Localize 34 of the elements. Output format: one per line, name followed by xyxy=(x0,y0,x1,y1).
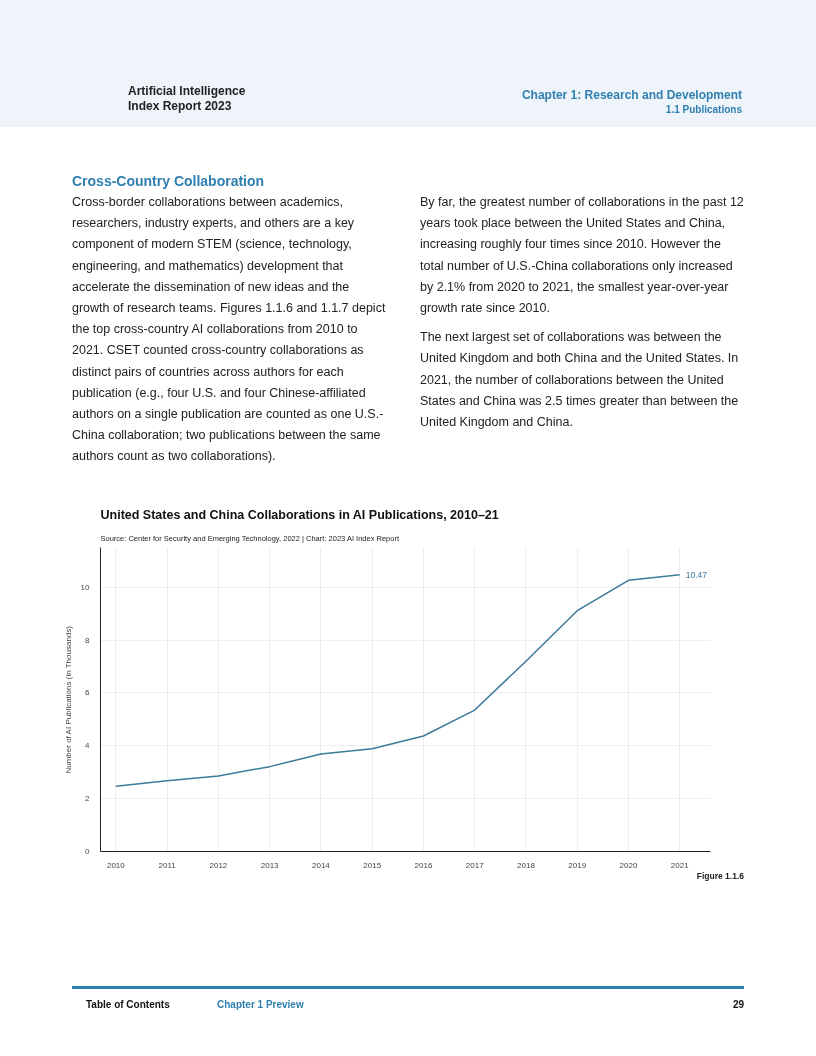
y-axis-title: Number of AI Publications (in Thousands) xyxy=(63,625,73,774)
text: Cross-Country Collaboration xyxy=(72,172,265,191)
x-tick-label: 2013 xyxy=(260,860,280,870)
x-tick-label: 2015 xyxy=(363,860,382,870)
x-tick-label: 2011 xyxy=(158,860,177,870)
y-tick-label: 6 xyxy=(85,688,91,698)
y-tick-label: 2 xyxy=(85,794,91,804)
y-tick-label: 10 xyxy=(80,582,91,592)
x-tick-label: 2012 xyxy=(209,860,228,870)
x-tick-label: 2016 xyxy=(414,860,433,870)
x-tick-label: 2010 xyxy=(106,860,126,870)
x-tick-label: 2021 xyxy=(670,860,690,870)
y-tick-label: 0 xyxy=(85,847,91,856)
x-tick-label: 2014 xyxy=(312,860,331,870)
x-tick-label: 2020 xyxy=(619,860,638,870)
y-tick-label: 4 xyxy=(85,741,91,751)
text: Table of Contents xyxy=(86,998,170,1012)
y-tick-label: 8 xyxy=(85,635,91,645)
chart-title: United States and China Collaborations in AI Publications, 2010–21 xyxy=(100,507,499,522)
data-label: 10.47 xyxy=(685,569,708,580)
x-tick-label: 2017 xyxy=(465,860,485,870)
text: By far, the greatest number of collaborations in the past 12 years took place between the United States and China, increasing roughly four times since 2010. However the total number of U.S.-China collaborations only increased by 2.1% from 2020 to 2021, the smallest year-over-year growth rate since 2010. xyxy=(420,195,744,316)
line-series xyxy=(115,573,681,787)
caption: Figure 1.1.6 xyxy=(696,870,744,883)
text: Index Report 2023 xyxy=(128,99,232,113)
x-tick-label: 2019 xyxy=(568,860,587,870)
text: Cross-border collaborations between academics, researchers, industry experts, and others are a key component of modern STEM (science, technology, engineering, and mathematics) development that accelerate the dissemination of new ideas and the growth of research teams. Figures 1.1.6 and 1.1.7 depict the top cross-country AI collaborations from 2010 to 2021. CSET counted cross-country collaborations as distinct pairs of countries across authors for each publication (e.g., four U.S. and four Chinese-affiliated authors on a single publication are counted as one U.S.-China collaboration; two publications between the same authors count as two collaborations). xyxy=(72,195,386,464)
x-tick-label: 2018 xyxy=(517,860,536,870)
text: Chapter 1: Research and Development xyxy=(521,87,742,103)
text: Chapter 1 Preview xyxy=(217,998,304,1012)
text: The next largest set of collaborations was between the United Kingdom and both China and the United States. In 2021, the number of collaborations between the United States and China was 2.5 times greater than between the United Kingdom and China. xyxy=(420,329,740,432)
text: Artificial Intelligence xyxy=(128,84,246,98)
text: 1.1 Publications xyxy=(664,103,742,117)
text: 29 xyxy=(732,998,744,1012)
